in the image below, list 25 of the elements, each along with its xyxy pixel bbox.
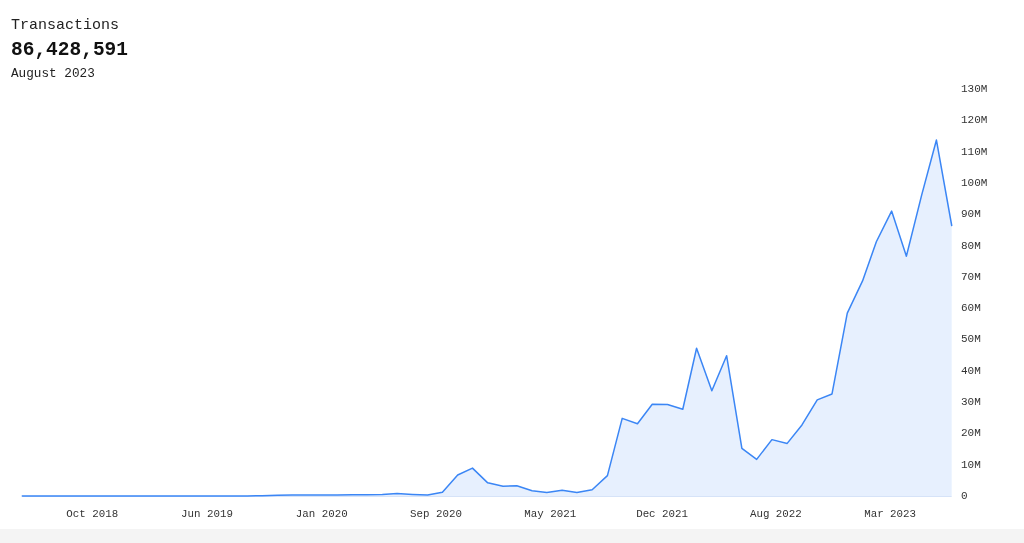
text: August 2023 — [11, 66, 95, 81]
x-tick-label: May 2021 — [524, 507, 577, 520]
x-tick-label: Sep 2020 — [410, 507, 462, 520]
y-tick-label: 0 — [961, 489, 968, 502]
y-tick-label: 60M — [961, 302, 981, 315]
y-tick-label: 20M — [961, 427, 981, 440]
y-tick-label: 100M — [961, 176, 988, 189]
y-tick-label: 10M — [961, 458, 981, 471]
x-tick-label: Jan 2020 — [295, 507, 348, 520]
x-tick-label: Aug 2022 — [749, 507, 802, 520]
y-tick-label: 130M — [961, 82, 988, 95]
y-tick-label: 110M — [961, 145, 988, 158]
y-tick-label: 50M — [961, 333, 981, 346]
y-tick-label: 120M — [961, 114, 988, 127]
y-tick-label: 90M — [961, 208, 981, 221]
y-tick-label: 80M — [961, 239, 981, 252]
x-tick-label: Mar 2023 — [864, 507, 917, 520]
chart-subtitle: 86,428,591 — [11, 39, 129, 61]
x-tick-label: Dec 2021 — [636, 507, 689, 520]
y-tick-label: 40M — [961, 364, 981, 377]
chart-title: Transactions — [11, 17, 120, 34]
y-tick-label: 30M — [961, 395, 981, 408]
y-tick-label: 70M — [961, 270, 981, 283]
x-tick-label: Oct 2018 — [66, 507, 119, 520]
x-tick-label: Jun 2019 — [181, 507, 233, 520]
